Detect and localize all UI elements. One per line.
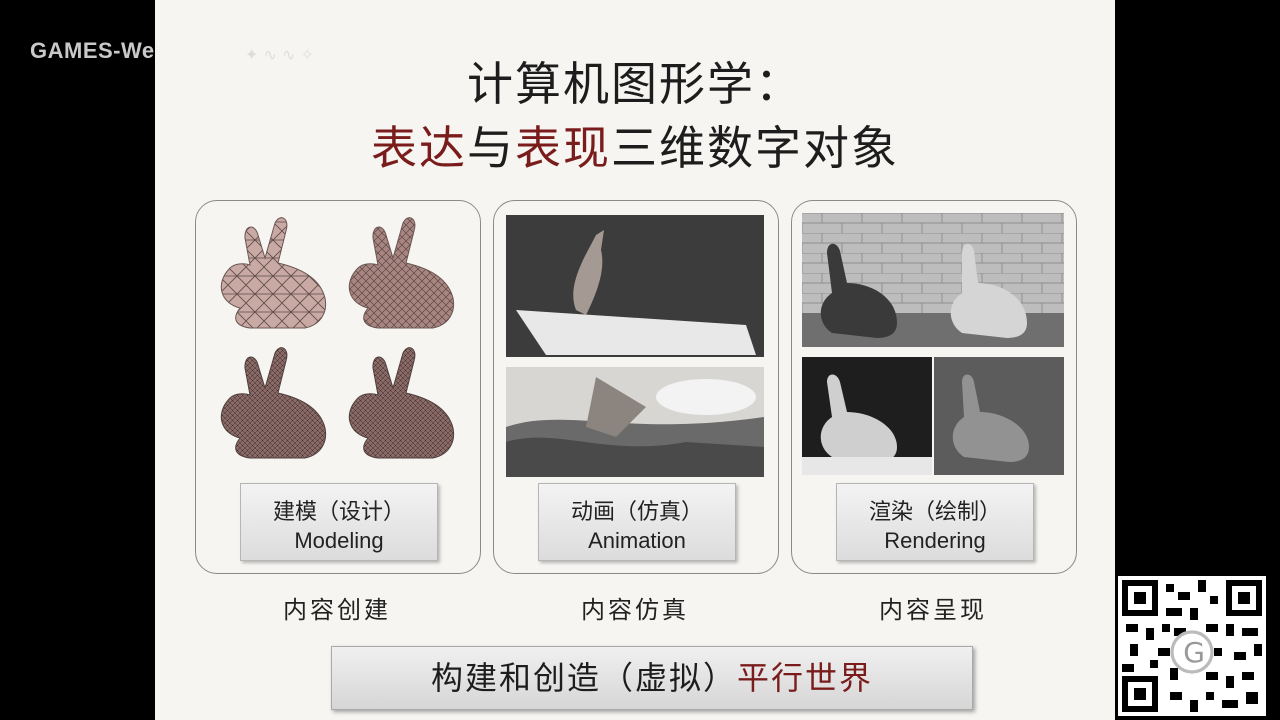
banner-text: 构建和创造（虚拟） — [430, 659, 737, 697]
slide: 计算机图形学： 表达与表现三维数字对象 — [155, 0, 1115, 720]
caption-content-creation: 内容创建 — [283, 596, 391, 624]
label-modeling-en: Modeling — [294, 528, 384, 553]
ship-wave-image — [506, 367, 764, 477]
rendered-bunny-translucent-image — [934, 357, 1064, 475]
panel-rendering: 渲染（绘制） Rendering — [791, 200, 1077, 574]
label-rendering-en: Rendering — [884, 528, 986, 553]
title-accent-express: 表达 — [371, 121, 467, 175]
label-rendering-cn: 渲染（绘制） — [868, 500, 1001, 525]
banner-accent: 平行世界 — [737, 659, 874, 697]
caption-content-presentation: 内容呈现 — [879, 596, 987, 624]
svg-text:G: G — [1183, 636, 1205, 669]
title-and: 与 — [467, 121, 515, 175]
svg-text:✦ ∿ ∿ ✧: ✦ ∿ ∿ ✧ — [245, 45, 314, 64]
caption-content-simulation: 内容仿真 — [581, 596, 689, 624]
bottom-banner: 构建和创造（虚拟）平行世界 — [331, 646, 973, 710]
slide-title-line2: 表达与表现三维数字对象 — [155, 112, 1115, 178]
label-animation: 动画（仿真） Animation — [538, 483, 736, 561]
label-rendering: 渲染（绘制） Rendering — [836, 483, 1034, 561]
rendered-bunny-metal-image — [802, 357, 932, 475]
animation-still-image — [506, 215, 764, 357]
qr-code-icon: G — [1118, 576, 1266, 716]
title-rest: 三维数字对象 — [611, 121, 899, 175]
label-modeling-cn: 建模（设计） — [272, 500, 405, 525]
rendered-bunnies-brick-image — [802, 213, 1064, 347]
panel-modeling: 建模（设计） Modeling — [195, 200, 481, 574]
panel-animation: 动画（仿真） Animation — [493, 200, 779, 574]
bunny-meshes-image — [220, 217, 455, 459]
label-modeling: 建模（设计） Modeling — [240, 483, 438, 561]
title-accent-present: 表现 — [515, 121, 611, 175]
slide-title-line1: 计算机图形学： — [467, 57, 803, 111]
channel-watermark: GAMES-We — [30, 38, 155, 63]
watermark-logo-icon: ✦ ∿ ∿ ✧ — [245, 45, 314, 64]
label-animation-en: Animation — [588, 528, 686, 553]
label-animation-cn: 动画（仿真） — [570, 500, 703, 525]
